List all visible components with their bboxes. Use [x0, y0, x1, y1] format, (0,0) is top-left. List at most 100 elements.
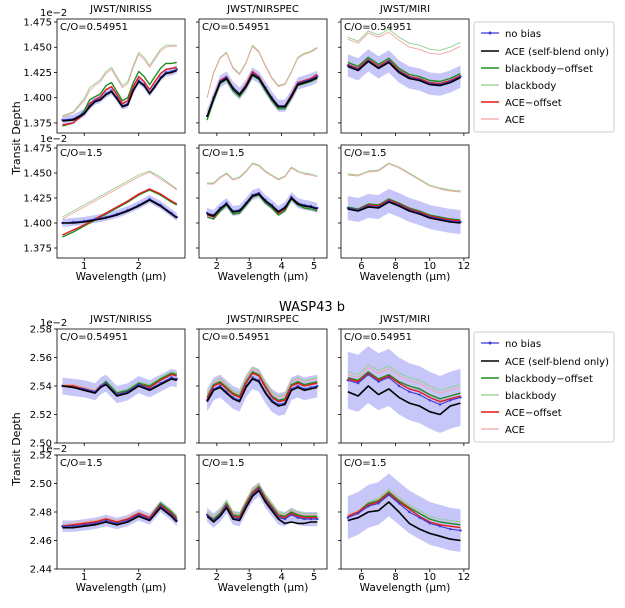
series-line-ace-offset	[62, 504, 178, 527]
co-label: C/O=1.5	[60, 148, 103, 159]
x-axis-label: Wavelength (μm)	[360, 271, 451, 283]
panel-plot	[346, 346, 462, 433]
series-line-ace	[207, 163, 318, 185]
legend-entry-bb-offset: blackbody−offset	[481, 64, 593, 75]
series-line-ace-self	[347, 201, 461, 224]
series-line-ace	[347, 31, 461, 55]
series-line-ace-offset	[62, 66, 177, 126]
y-tick-label: 2.52	[30, 451, 52, 462]
series-line-ace-self	[347, 60, 461, 87]
data-point-no-bias	[290, 513, 293, 516]
co-label: C/O=0.54951	[60, 332, 128, 343]
series-line-ace-self	[62, 199, 178, 224]
co-label: C/O=0.54951	[60, 22, 128, 33]
panel-nirspec-row-1: C/O=0.54951	[196, 18, 328, 136]
x-axis-label: Wavelength (μm)	[76, 271, 167, 283]
series-line-bb-offset	[62, 189, 178, 238]
data-point-no-bias	[346, 516, 349, 519]
x-tick-label: 2	[136, 572, 142, 583]
y-tick-label: 1.375	[23, 118, 52, 129]
y-axis-label: Transit Depth	[10, 101, 23, 175]
x-tick-label: 1	[81, 261, 87, 272]
data-point-no-bias	[257, 488, 261, 491]
series-line-bb-offset	[347, 198, 461, 221]
series-line-ace	[347, 163, 461, 193]
panel-plot	[346, 28, 462, 96]
data-point-no-bias	[218, 384, 222, 388]
legend-label-bb-offset: blackbody−offset	[505, 374, 593, 385]
series-line-ace	[206, 45, 318, 98]
series-line-bb-offset	[62, 61, 177, 127]
x-tick-label: 4	[278, 261, 284, 272]
series-line-ace-self	[206, 378, 318, 407]
data-point-no-bias	[104, 519, 108, 522]
series-line-bb-offset	[206, 74, 318, 121]
legend-label-ace-self: ACE (self-blend only)	[505, 357, 609, 368]
data-point-no-bias	[377, 380, 380, 383]
chart-block-bottom: Transit Depth JWST/NIRISS JWST/NIRSPEC JWST…	[10, 314, 470, 594]
co-label: C/O=1.5	[202, 148, 245, 159]
y-tick-label: 1.425	[23, 68, 52, 79]
y-tick-label: 2.56	[30, 353, 52, 364]
panel-miri-row-2: C/O=1.5 6 8 10 12 Wavelength (μm)	[338, 144, 470, 283]
panel-frame	[198, 18, 328, 134]
x-axis-label: Wavelength (μm)	[76, 582, 167, 594]
panel-miri-row-2: C/O=1.5 6 8 10 12 Wavelength (μm)	[338, 454, 471, 594]
uncertainty-band	[207, 366, 318, 416]
data-point-no-bias	[408, 510, 411, 514]
scale-label: 1e−2	[40, 134, 67, 145]
data-point-no-bias	[397, 502, 401, 505]
y-tick-label: 2.44	[30, 565, 52, 576]
legend-label-ace-self: ACE (self-blend only)	[505, 47, 609, 58]
legend-label-ace-offset: ACE−offset	[505, 408, 562, 419]
legend-top: no bias ACE (self-blend only) blackbody−…	[473, 21, 615, 133]
y-tick-label: 2.58	[30, 325, 52, 336]
panel-frame	[56, 18, 186, 134]
series-line-ace-offset	[347, 58, 461, 85]
series-line-blackbody	[62, 170, 178, 218]
co-label: C/O=0.54951	[202, 22, 270, 33]
series-line-no-bias	[62, 198, 178, 224]
data-point-no-bias	[104, 382, 108, 385]
legend-marker-no-bias	[488, 341, 492, 345]
data-point-no-bias	[61, 525, 64, 528]
co-label: C/O=1.5	[344, 458, 387, 469]
legend-entry-ace: ACE	[481, 425, 525, 436]
data-point-no-bias	[449, 527, 452, 531]
x-tick-label: 12	[458, 572, 471, 583]
x-tick-label: 4	[278, 572, 284, 583]
section-title: WASP43 b	[279, 300, 345, 315]
legend-marker-no-bias	[488, 31, 492, 35]
plot-area: Transit Depth JWST/NIRISS JWST/NIRSPEC JWST…	[10, 4, 470, 594]
scale-label: 1e−2	[40, 444, 67, 455]
legend-entry-ace-self: ACE (self-blend only)	[481, 47, 609, 58]
panel-niriss-row-2: C/O=1.5 2.44 2.46 2.48 2.50 2.52 1 2Wavelength …	[30, 451, 186, 594]
series-line-ace-offset	[347, 492, 461, 529]
series-line-bb-offset	[206, 194, 318, 220]
legend-entry-blackbody: blackbody	[481, 391, 556, 402]
legend-label-blackbody: blackbody	[505, 81, 556, 92]
x-tick-label: 2	[214, 261, 220, 272]
y-tick-label: 1.475	[23, 144, 52, 155]
panel-title-niriss: JWST/NIRISS	[89, 4, 152, 15]
data-point-no-bias	[438, 525, 442, 528]
x-axis-label: Wavelength (μm)	[360, 582, 451, 594]
data-point-no-bias	[408, 390, 411, 393]
data-point-no-bias	[438, 403, 442, 406]
legend-entry-ace-offset: ACE−offset	[481, 98, 562, 109]
panel-plot	[346, 473, 462, 552]
data-point-no-bias	[418, 516, 421, 519]
panel-frame	[198, 144, 328, 259]
uncertainty-band	[347, 49, 461, 96]
uncertainty-band	[347, 346, 461, 433]
data-point-no-bias	[356, 382, 360, 385]
panel-title-niriss: JWST/NIRISS	[89, 314, 152, 325]
legend-label-ace-offset: ACE−offset	[505, 98, 562, 109]
x-tick-label: 5	[311, 572, 317, 583]
x-tick-label: 3	[246, 572, 252, 583]
y-tick-label: 1.375	[23, 244, 52, 255]
series-line-ace	[347, 367, 461, 394]
series-line-ace	[62, 171, 178, 220]
panel-plot	[61, 500, 178, 532]
